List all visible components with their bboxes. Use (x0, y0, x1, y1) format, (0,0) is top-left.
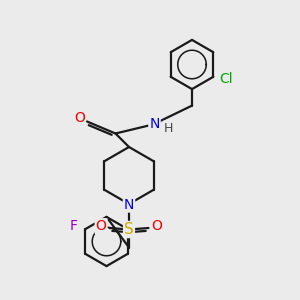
Text: O: O (152, 219, 162, 233)
Text: N: N (149, 117, 160, 131)
Text: N: N (124, 198, 134, 212)
Text: H: H (164, 122, 173, 135)
Text: O: O (74, 111, 85, 125)
Text: Cl: Cl (219, 72, 233, 86)
Text: F: F (70, 219, 78, 233)
Text: S: S (124, 222, 134, 237)
Text: O: O (96, 219, 106, 233)
